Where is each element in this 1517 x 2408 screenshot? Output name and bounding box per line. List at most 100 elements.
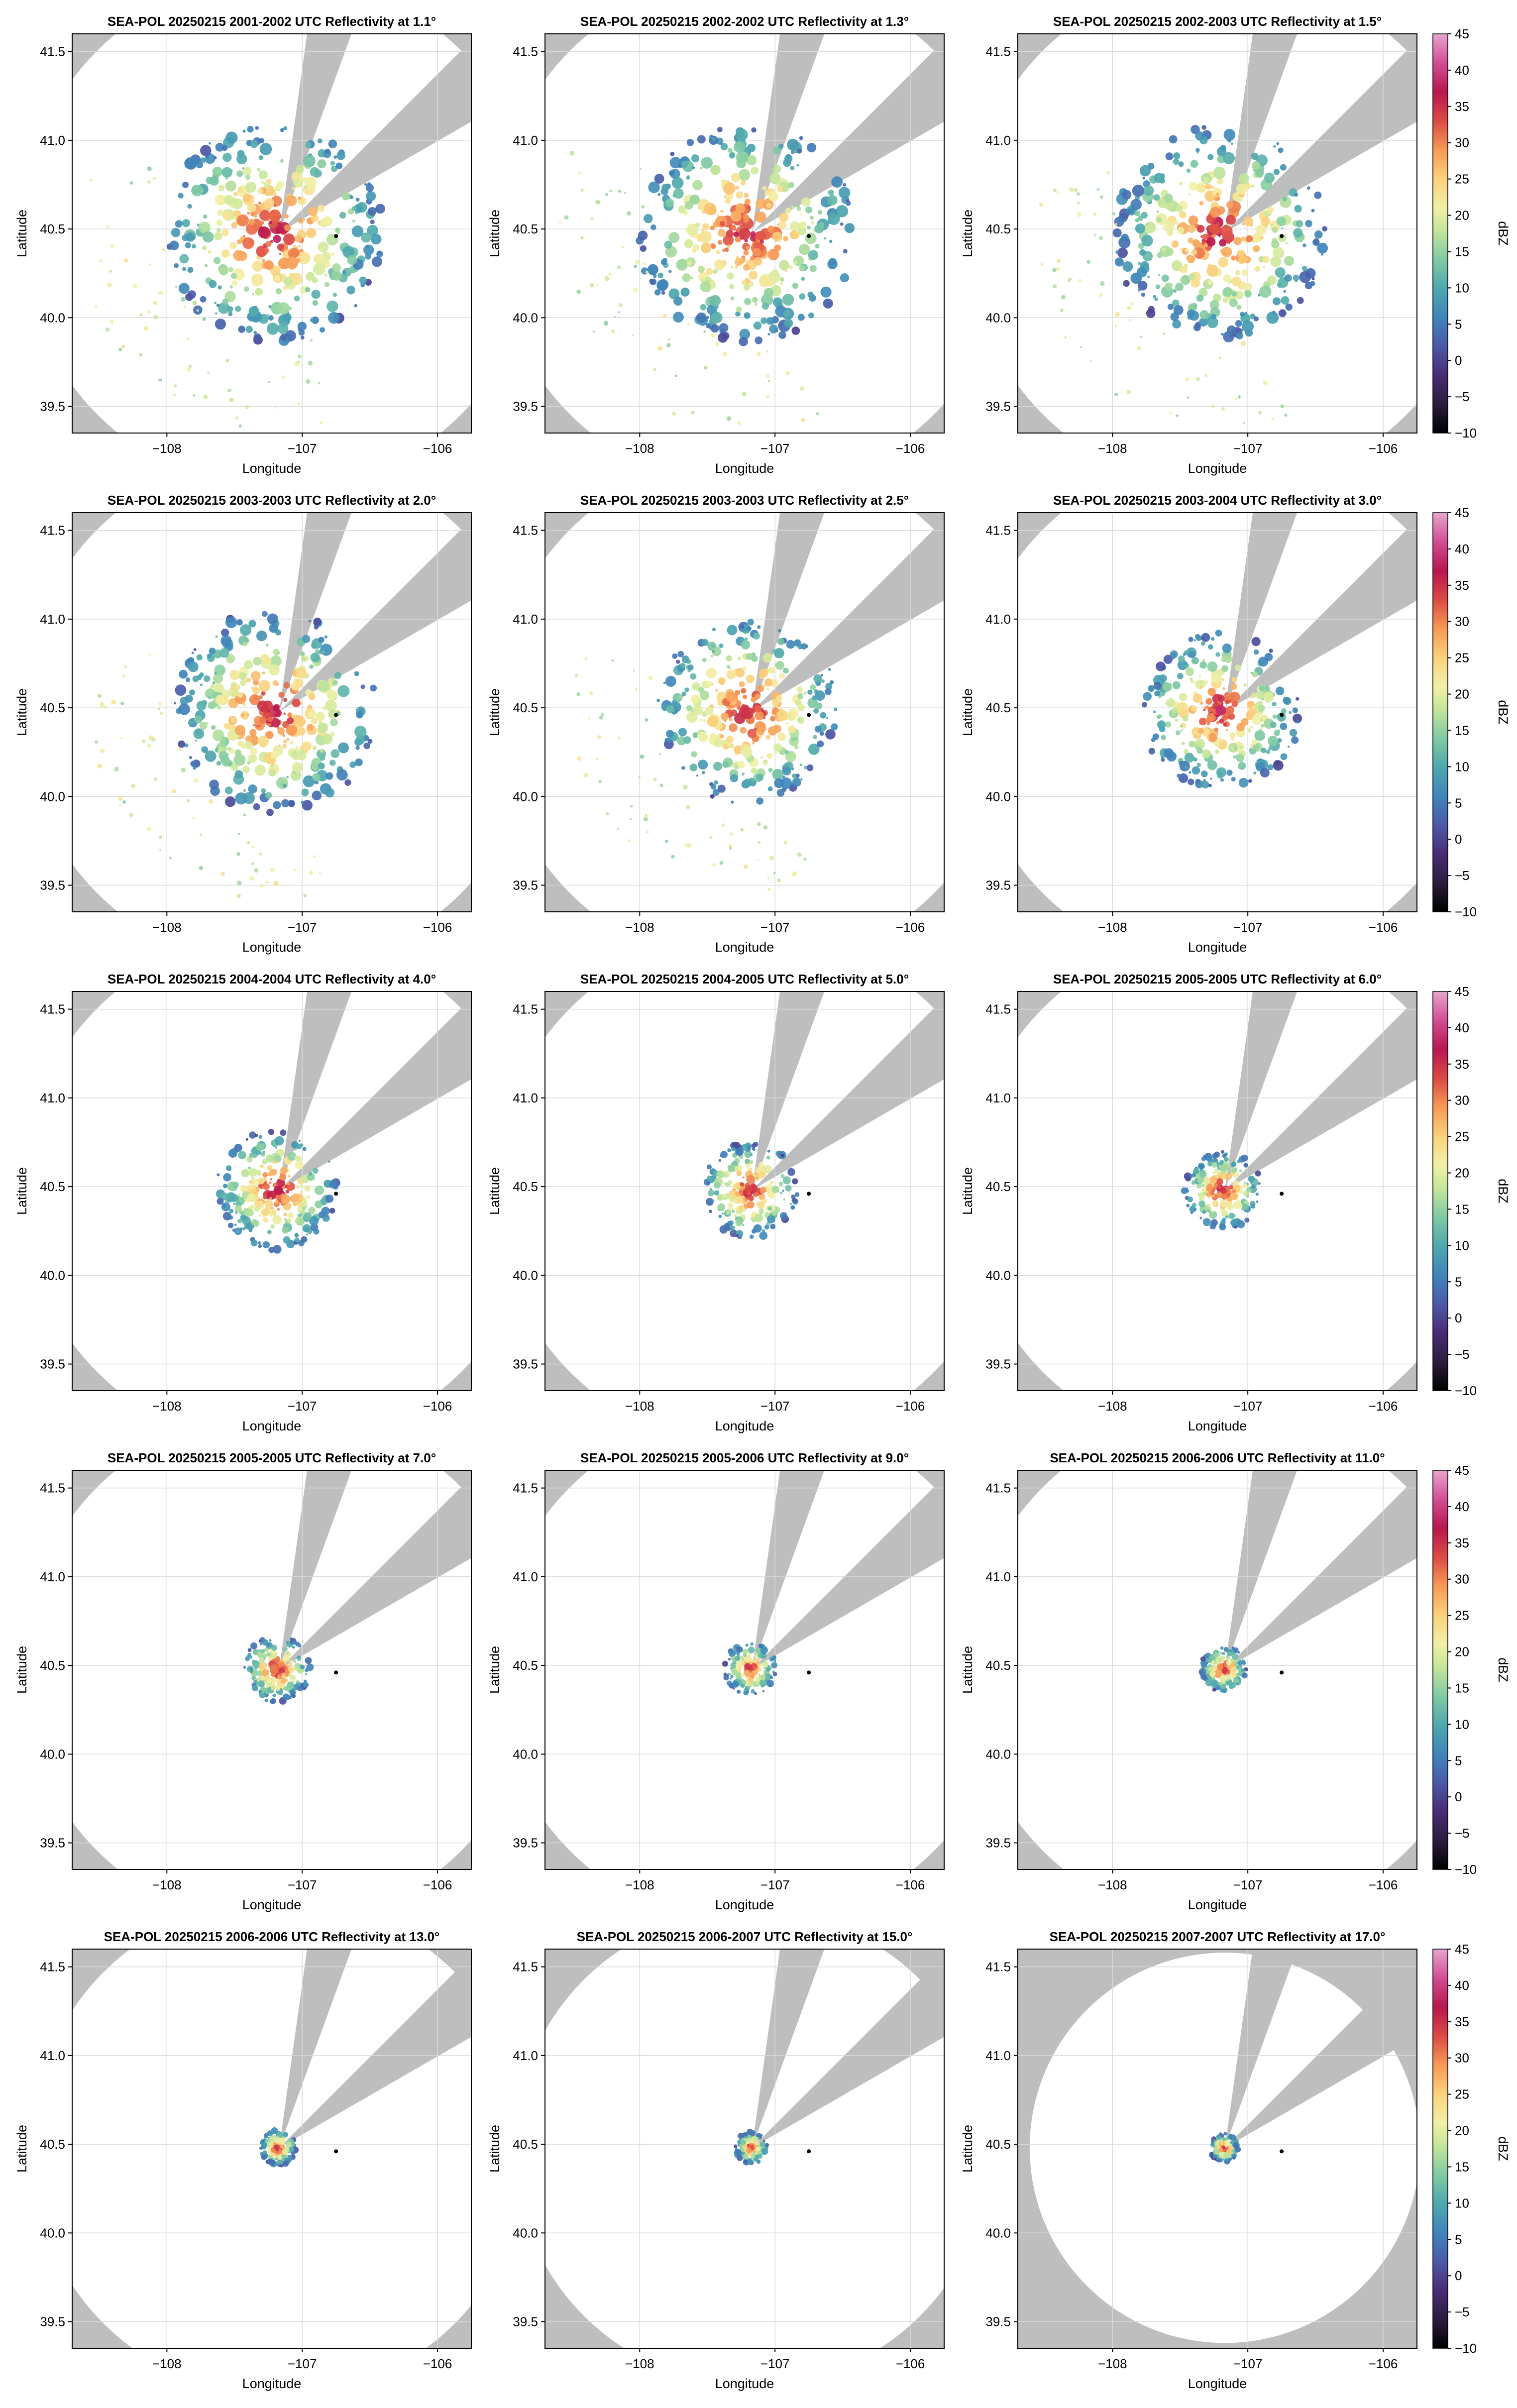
echo-cell [1235, 397, 1237, 400]
echo-cell [725, 198, 731, 204]
echo-cell [325, 148, 330, 154]
echo-cell [1267, 764, 1274, 770]
echo-cell [289, 1642, 293, 1646]
echo-cell [273, 1186, 283, 1196]
panel-title: SEA-POL 20250215 2002-2002 UTC Reflectiv… [580, 14, 909, 29]
echo-cell [280, 2145, 284, 2149]
reflectivity-field [1198, 1646, 1248, 1693]
echo-cell [806, 764, 814, 771]
echo-cell [263, 1653, 267, 1658]
echo-cell [792, 1178, 798, 1185]
echo-cell [1209, 300, 1219, 310]
echo-cell [1210, 2143, 1213, 2145]
echo-cell [746, 653, 753, 660]
echo-cell [1180, 729, 1183, 732]
echo-cell [1208, 733, 1217, 743]
echo-cell [205, 264, 208, 267]
echo-cell [744, 865, 748, 869]
echo-cell [711, 655, 713, 657]
echo-cell [779, 260, 789, 271]
echo-cell [1196, 763, 1201, 767]
echo-cell [778, 143, 784, 149]
echo-cell [1192, 693, 1202, 703]
panel-title: SEA-POL 20250215 2005-2005 UTC Reflectiv… [108, 1450, 436, 1465]
echo-cell [778, 1182, 783, 1186]
echo-cell [779, 277, 784, 282]
echo-cell [215, 694, 225, 705]
echo-cell [217, 209, 224, 216]
echo-cell [223, 1173, 231, 1182]
echo-cell [1285, 303, 1293, 311]
scan-sector [279, 991, 461, 1191]
echo-cell [686, 261, 691, 266]
echo-cell [1156, 211, 1159, 213]
echo-cell [605, 193, 608, 196]
radar-site-marker [1280, 713, 1284, 717]
echo-cell [1237, 1220, 1245, 1228]
radar-site-marker [334, 234, 338, 238]
echo-cell [261, 1649, 265, 1653]
echo-cell [175, 286, 178, 288]
echo-cell [270, 718, 280, 728]
echo-cell [1280, 404, 1284, 409]
echo-cell [178, 748, 182, 751]
echo-cell [691, 411, 695, 414]
echo-cell [219, 648, 229, 658]
echo-cell [187, 204, 192, 209]
echo-cell [206, 721, 209, 724]
echo-cell [1234, 1662, 1237, 1666]
echo-cell [300, 1664, 305, 1669]
echo-cell [1221, 678, 1224, 681]
echo-cell [755, 336, 762, 344]
echo-cell [843, 183, 847, 187]
scan-sector [279, 513, 461, 712]
echo-cell [268, 768, 276, 777]
echo-cell [304, 1212, 312, 1220]
echo-cell [812, 695, 817, 700]
echo-cell [286, 738, 290, 741]
colorbar-tick-label: 15 [1455, 1680, 1469, 1695]
echo-cell [255, 1170, 262, 1176]
echo-cell [813, 708, 819, 714]
echo-cell [95, 740, 98, 744]
echo-cell [712, 789, 720, 796]
echo-cell [1067, 279, 1070, 282]
echo-cell [1193, 731, 1196, 734]
echo-cell [238, 424, 242, 428]
echo-cell [1185, 248, 1189, 252]
echo-cell [99, 702, 105, 707]
echo-cell [1227, 1680, 1233, 1686]
echo-cell [1169, 412, 1172, 415]
y-tick-label: 39.5 [513, 878, 538, 893]
colorbar-tick-label: 30 [1455, 1572, 1469, 1587]
echo-cell [1233, 756, 1236, 759]
echo-cell [738, 1218, 744, 1224]
echo-cell [1180, 722, 1187, 729]
echo-cell [740, 727, 747, 734]
echo-cell [231, 693, 234, 696]
echo-cell [212, 166, 222, 177]
echo-cell [742, 1224, 745, 1226]
echo-cell [759, 239, 764, 244]
echo-cell [247, 212, 250, 215]
echo-cell [335, 162, 343, 170]
echo-cell [174, 384, 177, 388]
echo-cell [1210, 777, 1212, 780]
echo-cell [300, 335, 305, 340]
echo-cell [249, 1131, 256, 1139]
echo-cell [184, 743, 189, 748]
echo-cell [1205, 705, 1209, 709]
echo-cell [1251, 1184, 1256, 1189]
echo-cell [1121, 233, 1129, 242]
echo-cell [1205, 1155, 1213, 1162]
x-tick-label: −106 [1369, 2356, 1398, 2371]
echo-cell [730, 296, 735, 301]
echo-cell [276, 181, 284, 189]
echo-cell [1220, 2142, 1223, 2145]
echo-cell [712, 628, 716, 632]
echo-cell [742, 1648, 748, 1654]
x-axis-label: Longitude [242, 1897, 302, 1912]
echo-cell [700, 242, 712, 253]
echo-cell [123, 258, 128, 263]
echo-cell [752, 1219, 756, 1222]
